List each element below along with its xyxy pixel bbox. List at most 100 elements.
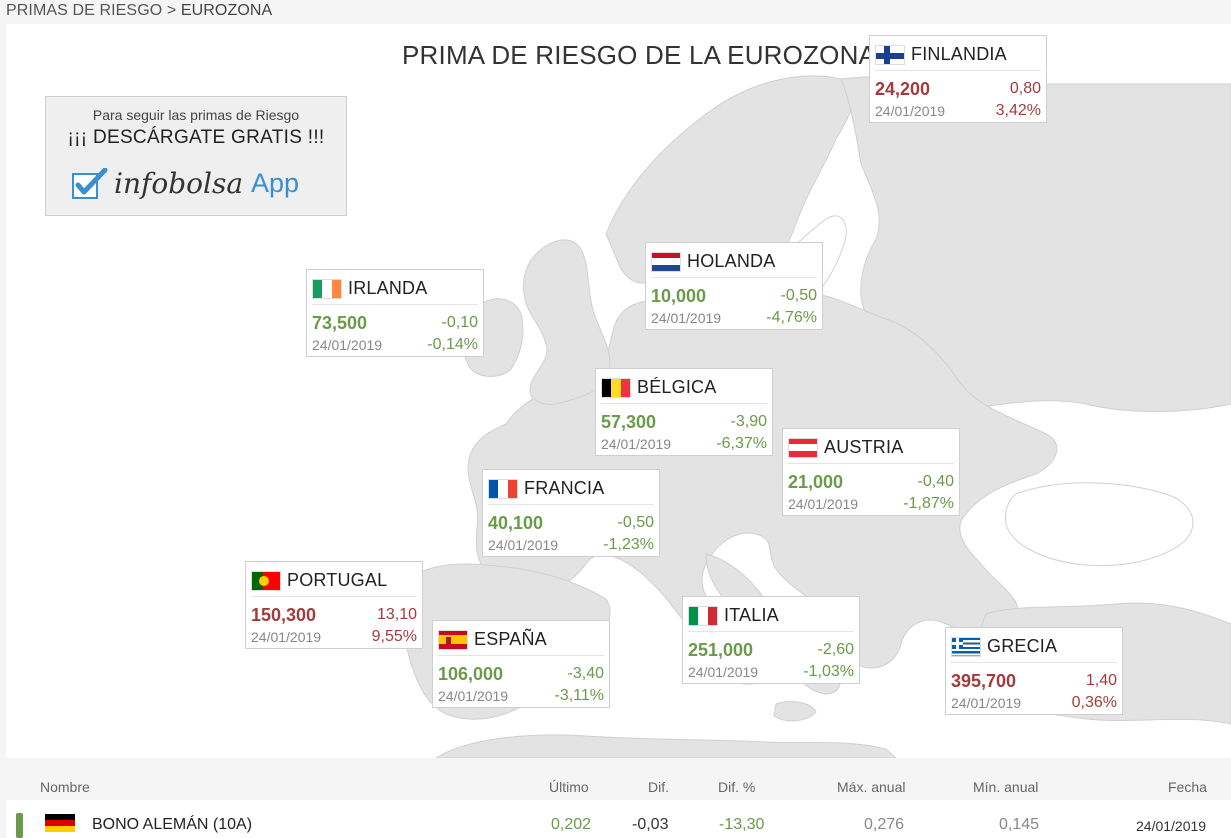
country-value: 73,500	[312, 313, 368, 333]
country-diff: -0,50	[617, 514, 654, 531]
row-diff-pct: -13,30	[719, 816, 765, 833]
country-date: 24/01/2019	[251, 629, 322, 645]
country-name: BÉLGICA	[637, 377, 717, 397]
country-card-austria[interactable]: AUSTRIA 21,000 -0,40 24/01/2019 -1,87%	[782, 428, 960, 516]
africa-shape	[435, 734, 897, 758]
country-value: 24,200	[875, 79, 931, 99]
country-pct: -4,76%	[766, 309, 817, 326]
brand-name: infobolsa	[114, 167, 244, 200]
country-value: 150,300	[251, 605, 317, 625]
country-diff: 13,10	[376, 606, 417, 623]
country-value: 395,700	[951, 671, 1017, 691]
row-diff: -0,03	[632, 816, 669, 833]
promo-line2: ¡¡¡ DESCÁRGATE GRATIS !!!	[67, 127, 325, 148]
country-diff: 0,80	[1009, 80, 1041, 97]
col-nombre[interactable]: Nombre	[40, 779, 90, 795]
ireland-flag-icon	[312, 278, 342, 299]
country-name: ITALIA	[724, 605, 779, 625]
country-card-belgica[interactable]: BÉLGICA 57,300 -3,90 24/01/2019 -6,37%	[595, 368, 773, 456]
col-dif[interactable]: Dif.	[648, 779, 669, 795]
greece-flag-icon	[951, 636, 981, 657]
country-diff: -0,50	[780, 287, 817, 304]
country-value: 57,300	[601, 412, 657, 432]
italy-flag-icon	[688, 605, 718, 626]
country-name: ESPAÑA	[474, 629, 547, 649]
infobolsa-logo: infobolsa App	[72, 167, 299, 200]
country-date: 24/01/2019	[951, 695, 1022, 711]
country-value: 251,000	[688, 640, 754, 660]
country-pct: 0,36%	[1071, 694, 1117, 711]
country-date: 24/01/2019	[488, 537, 559, 553]
portugal-flag-icon	[251, 570, 281, 591]
country-name: FRANCIA	[524, 478, 605, 498]
country-name: GRECIA	[987, 636, 1058, 656]
country-card-francia[interactable]: FRANCIA 40,100 -0,50 24/01/2019 -1,23%	[482, 469, 660, 557]
table-row[interactable]: BONO ALEMÁN (10A) 0,202 -0,03 -13,30 0,2…	[6, 800, 1231, 838]
austria-flag-icon	[788, 437, 818, 458]
country-diff: -3,90	[730, 413, 767, 430]
netherlands-flag-icon	[651, 251, 681, 272]
promo-line1: Para seguir las primas de Riesgo	[92, 107, 300, 123]
row-date: 24/01/2019	[1136, 818, 1207, 834]
sicily-shape	[773, 701, 817, 722]
country-date: 24/01/2019	[438, 688, 509, 704]
col-max-anual[interactable]: Máx. anual	[837, 779, 906, 795]
country-card-finlandia[interactable]: FINLANDIA 24,200 0,80 24/01/2019 3,42%	[869, 35, 1047, 123]
country-value: 40,100	[488, 513, 544, 533]
country-pct: -1,87%	[903, 495, 954, 512]
breadcrumb-primas-link[interactable]: PRIMAS DE RIESGO	[6, 2, 163, 19]
col-ultimo[interactable]: Último	[549, 779, 589, 795]
country-date: 24/01/2019	[312, 337, 383, 353]
country-pct: -3,11%	[554, 687, 604, 704]
country-diff: -0,10	[441, 314, 478, 331]
country-name: IRLANDA	[348, 278, 428, 298]
row-last: 0,202	[551, 816, 592, 833]
col-min-anual[interactable]: Mín. anual	[973, 779, 1039, 795]
col-fecha[interactable]: Fecha	[1168, 779, 1207, 795]
country-value: 10,000	[651, 286, 707, 306]
spain-flag-icon	[438, 629, 468, 650]
country-date: 24/01/2019	[875, 103, 946, 119]
country-card-espana[interactable]: ESPAÑA 106,000 -3,40 24/01/2019 -3,11%	[432, 620, 610, 708]
country-date: 24/01/2019	[788, 496, 859, 512]
country-date: 24/01/2019	[651, 310, 722, 326]
country-name: AUSTRIA	[824, 437, 904, 457]
germany-flag-icon	[45, 814, 75, 832]
country-card-italia[interactable]: ITALIA 251,000 -2,60 24/01/2019 -1,03%	[682, 596, 860, 684]
trend-indicator	[16, 813, 23, 838]
country-name: PORTUGAL	[287, 570, 388, 590]
brand-app: App	[251, 168, 300, 198]
country-card-portugal[interactable]: PORTUGAL 150,300 13,10 24/01/2019 9,55%	[245, 561, 423, 649]
country-card-holanda[interactable]: HOLANDA 10,000 -0,50 24/01/2019 -4,76%	[645, 242, 823, 330]
row-name[interactable]: BONO ALEMÁN (10A)	[92, 816, 253, 833]
country-diff: -2,60	[817, 641, 854, 658]
country-name: FINLANDIA	[911, 44, 1007, 64]
eurozone-map-panel: PRIMA DE RIESGO DE LA EUROZONA Para segu…	[6, 24, 1231, 758]
breadcrumb-current: EUROZONA	[180, 2, 273, 19]
britain-shape	[523, 239, 611, 405]
map-title: PRIMA DE RIESGO DE LA EUROZONA	[402, 40, 877, 70]
country-value: 21,000	[788, 472, 844, 492]
country-name: HOLANDA	[687, 251, 776, 271]
country-card-irlanda[interactable]: IRLANDA 73,500 -0,10 24/01/2019 -0,14%	[306, 269, 484, 357]
country-pct: -1,03%	[803, 663, 854, 680]
finland-flag-icon	[875, 44, 905, 65]
breadcrumb-separator: >	[166, 2, 177, 19]
country-date: 24/01/2019	[688, 664, 759, 680]
row-min: 0,145	[999, 816, 1040, 833]
checkbox-icon	[72, 167, 108, 199]
row-max: 0,276	[864, 816, 905, 833]
country-value: 106,000	[438, 664, 504, 684]
country-pct: -6,37%	[716, 435, 767, 452]
country-diff: -3,40	[567, 665, 604, 682]
country-pct: -0,14%	[427, 336, 478, 353]
country-card-grecia[interactable]: GRECIA 395,700 1,40 24/01/2019 0,36%	[945, 627, 1123, 715]
country-pct: -1,23%	[603, 536, 654, 553]
country-pct: 9,55%	[371, 628, 417, 645]
col-dif-pct[interactable]: Dif. %	[718, 779, 756, 795]
infobolsa-app-promo[interactable]: Para seguir las primas de Riesgo ¡¡¡ DES…	[45, 96, 347, 216]
black-sea-shape	[1005, 482, 1194, 567]
table-header: Nombre Último Dif. Dif. % Máx. anual Mín…	[6, 772, 1231, 800]
belgium-flag-icon	[601, 377, 631, 398]
country-pct: 3,42%	[995, 102, 1041, 119]
